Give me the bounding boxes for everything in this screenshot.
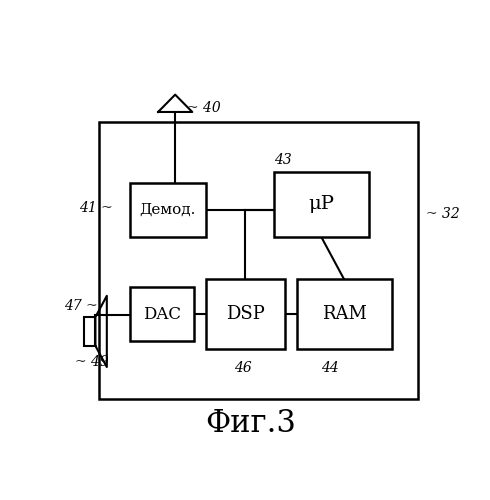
Text: DAC: DAC: [143, 306, 181, 322]
Text: 43: 43: [274, 153, 292, 167]
Text: ~ 32: ~ 32: [426, 207, 460, 221]
Text: μP: μP: [308, 196, 334, 214]
Text: 41 ~: 41 ~: [79, 201, 113, 215]
Text: ~ 40: ~ 40: [187, 101, 220, 115]
Bar: [99, 122, 418, 399]
Text: ~ 49: ~ 49: [74, 355, 108, 369]
Bar: [129, 287, 194, 341]
Text: Демод.: Демод.: [139, 203, 196, 217]
Bar: [84, 317, 96, 346]
Bar: [297, 280, 392, 349]
Text: 47 ~: 47 ~: [64, 300, 98, 314]
Text: 46: 46: [234, 361, 252, 375]
Text: Фиг.3: Фиг.3: [206, 408, 296, 440]
Text: 44: 44: [321, 361, 339, 375]
Bar: [129, 183, 206, 237]
Text: DSP: DSP: [226, 305, 265, 323]
Bar: [206, 280, 285, 349]
Bar: [274, 172, 369, 237]
Text: RAM: RAM: [322, 305, 367, 323]
